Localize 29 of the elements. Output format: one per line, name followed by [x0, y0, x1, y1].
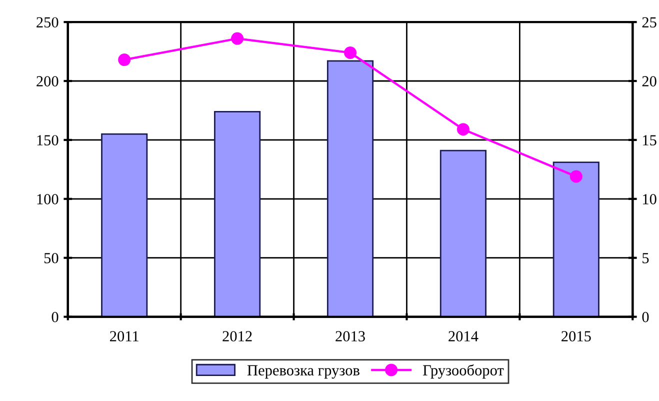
x-tick-label: 2015: [562, 331, 591, 342]
y-tick-label: 200: [36, 76, 58, 86]
bar: [101, 133, 148, 317]
y-tick-label: 150: [37, 135, 58, 146]
x-tick-label: 2013: [336, 331, 365, 342]
y-tick-label: 100: [37, 194, 58, 204]
point: [570, 170, 582, 183]
bar: [552, 162, 600, 317]
y2-tick-label: 25: [642, 17, 656, 28]
bar: [214, 110, 261, 317]
y2-tick-label: 20: [642, 76, 656, 86]
y2-tick-label: 5: [642, 253, 649, 264]
y-tick-label: 50: [44, 252, 58, 264]
y-tick-label: 0: [52, 312, 58, 322]
y2-tick-label: 15: [643, 135, 656, 146]
legend-label: Перевозка грузов: [247, 365, 360, 379]
point: [231, 32, 244, 45]
point: [456, 123, 470, 136]
bar: [326, 60, 374, 317]
y-tick-label: 250: [36, 17, 58, 28]
legend-label: Грузооборот: [423, 364, 504, 379]
x-tick-label: 2012: [222, 331, 252, 342]
x-tick-label: 2011: [110, 331, 138, 342]
y2-tick-label: 10: [643, 194, 656, 204]
bar: [440, 150, 486, 317]
x-tick-label: 2014: [448, 331, 478, 342]
point: [344, 46, 357, 59]
y2-tick-label: 0: [642, 312, 649, 322]
point: [118, 54, 131, 66]
